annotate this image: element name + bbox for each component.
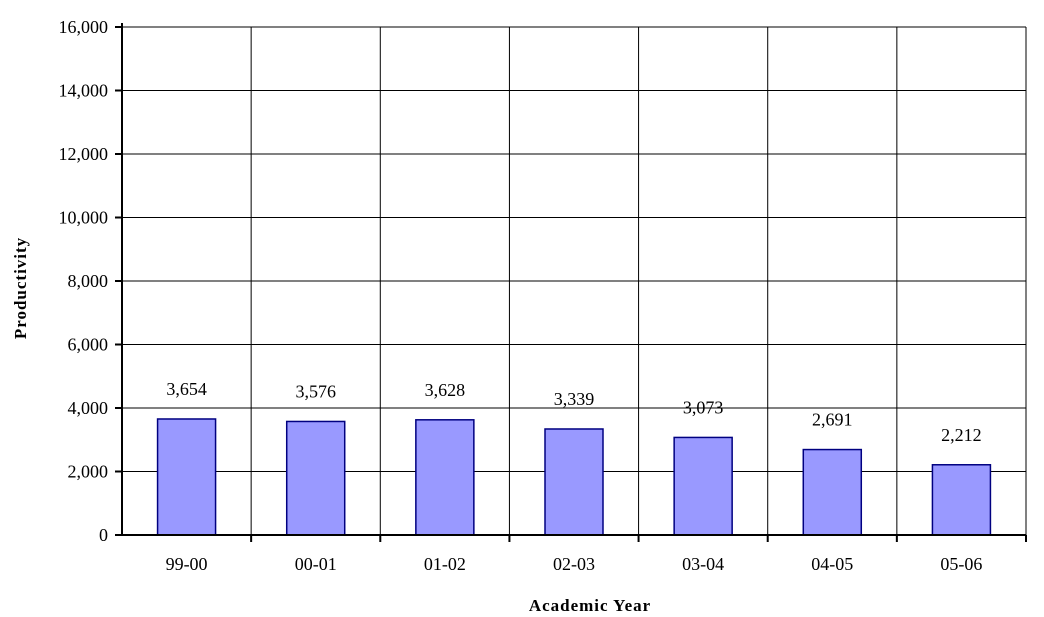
y-tick-label: 14,000 — [59, 81, 109, 101]
y-tick-label: 4,000 — [68, 398, 109, 418]
bars — [156, 418, 992, 536]
x-tick-label: 05-06 — [940, 554, 982, 574]
y-tick-label: 6,000 — [68, 335, 109, 355]
x-tick-label: 03-04 — [682, 554, 724, 574]
y-tick-label: 8,000 — [68, 271, 109, 291]
data-label: 2,212 — [941, 425, 982, 445]
gridlines — [122, 26, 1027, 535]
bar — [802, 448, 863, 536]
x-tick-label: 04-05 — [811, 554, 853, 574]
y-tick-label: 12,000 — [59, 144, 109, 164]
x-tick-label: 00-01 — [295, 554, 337, 574]
bar — [931, 464, 992, 536]
data-label: 3,073 — [683, 397, 724, 417]
x-tick-label: 01-02 — [424, 554, 466, 574]
data-label: 2,691 — [812, 410, 853, 430]
y-tick-label: 0 — [99, 525, 108, 545]
labels: 0 2,000 4,000 6,000 8,000 10,000 12,000 14,000 1… — [59, 17, 983, 574]
x-tick-label: 02-03 — [553, 554, 595, 574]
bar — [544, 428, 604, 536]
y-tick-label: 16,000 — [59, 17, 109, 37]
data-label: 3,654 — [166, 379, 207, 399]
bar — [156, 418, 217, 536]
data-label: 3,628 — [425, 380, 466, 400]
y-axis-title: Productivity — [11, 237, 30, 339]
bar — [673, 436, 733, 536]
axes — [115, 23, 1027, 542]
x-axis-title: Academic Year — [529, 596, 651, 615]
data-label: 3,339 — [554, 389, 595, 409]
bar — [415, 419, 475, 536]
bar — [285, 420, 346, 536]
x-tick-label: 99-00 — [166, 554, 208, 574]
y-tick-label: 10,000 — [59, 208, 109, 228]
data-label: 3,576 — [295, 381, 336, 401]
y-tick-label: 2,000 — [68, 462, 109, 482]
